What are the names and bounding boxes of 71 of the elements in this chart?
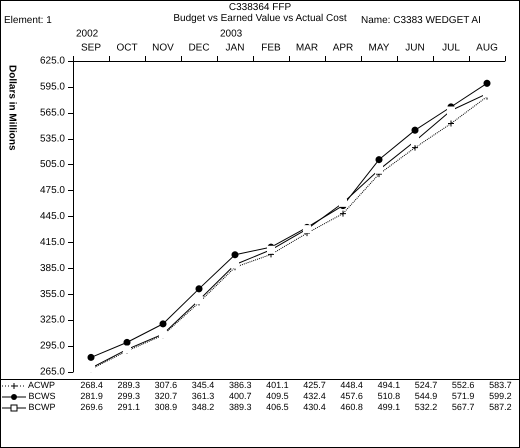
text: Name: C3383 WEDGET AI — [361, 15, 481, 26]
data-label: 425.7 — [302, 380, 327, 391]
x-tick-label: MAR — [296, 42, 318, 54]
data-label: 400.7 — [228, 391, 252, 402]
y-tick-label: 535.0 — [40, 133, 66, 144]
data-label: 571.9 — [450, 391, 476, 402]
data-label: 406.5 — [265, 402, 290, 413]
y-tick-label: 505.0 — [40, 159, 66, 170]
y-tick-label: 475.0 — [40, 185, 66, 196]
data-label: 430.4 — [302, 402, 327, 413]
data-label: 524.7 — [414, 380, 438, 391]
data-label: 361.3 — [190, 391, 216, 402]
y-tick-label: 385.0 — [40, 262, 66, 274]
y-tick-label: 325.0 — [40, 314, 66, 326]
x-tick-label: OCT — [116, 42, 138, 54]
data-label: 587.2 — [488, 402, 513, 413]
text: Element: 1 — [4, 15, 52, 26]
data-label: 583.7 — [488, 380, 513, 391]
legend-label: BCWS — [28, 391, 57, 402]
data-label: 345.4 — [190, 380, 216, 391]
text: 2002 — [76, 28, 99, 40]
x-tick-label: APR — [332, 42, 354, 54]
x-tick-label: FEB — [261, 42, 282, 54]
chart-title: C338364 FFP — [228, 2, 292, 13]
x-tick-label: JAN — [226, 42, 244, 54]
data-label: 386.3 — [228, 380, 252, 391]
data-label: 308.9 — [154, 402, 178, 413]
y-tick-label: 295.0 — [40, 340, 66, 352]
data-label: 269.6 — [79, 402, 104, 413]
x-tick-label: AUG — [476, 42, 498, 54]
x-tick-label: SEP — [80, 42, 102, 54]
x-tick-label: JUN — [405, 42, 425, 54]
data-label: 291.1 — [116, 402, 141, 413]
y-tick-label: 355.0 — [40, 288, 66, 300]
legend-label: BCWP — [28, 402, 57, 413]
data-label: 268.4 — [79, 380, 104, 391]
data-label: 544.9 — [414, 391, 438, 402]
data-label: 448.4 — [339, 380, 364, 391]
data-label: 510.8 — [376, 391, 402, 402]
y-tick-label: 625.0 — [40, 56, 66, 66]
data-label: 320.7 — [154, 391, 178, 402]
data-label: 348.2 — [190, 402, 216, 413]
y-tick-label: 265.0 — [40, 366, 66, 378]
data-label: 499.1 — [376, 402, 402, 413]
x-tick-label: MAY — [368, 42, 390, 54]
data-label: 494.1 — [376, 380, 402, 391]
x-tick-label: JUL — [442, 42, 460, 54]
data-label: 567.7 — [450, 402, 476, 413]
data-label: 599.2 — [488, 391, 513, 402]
data-label: 289.3 — [116, 380, 141, 391]
data-label: 409.5 — [265, 391, 290, 402]
text: 2003 — [220, 28, 243, 40]
chart-subtitle: Budget vs Earned Value vs Actual Cost — [173, 13, 347, 24]
x-tick-label: DEC — [188, 42, 210, 54]
y-tick-label: 595.0 — [40, 81, 66, 92]
data-label: 432.4 — [302, 391, 327, 402]
data-label: 307.6 — [154, 380, 178, 391]
data-label: 299.3 — [116, 391, 141, 402]
y-tick-label: 415.0 — [40, 236, 66, 248]
data-label: 457.6 — [339, 391, 364, 402]
data-label: 552.6 — [450, 380, 476, 391]
data-label: 281.9 — [79, 391, 104, 402]
y-tick-label: 445.0 — [40, 211, 66, 222]
data-label: 401.1 — [265, 380, 290, 391]
data-label: 460.8 — [339, 402, 364, 413]
data-label: 389.3 — [228, 402, 252, 413]
x-tick-label: NOV — [152, 42, 174, 54]
data-label: 532.2 — [414, 402, 438, 413]
y-tick-label: 565.0 — [40, 107, 66, 118]
legend-label: ACWP — [27, 380, 56, 391]
y-axis-title: Dollars in Millions — [6, 65, 18, 152]
